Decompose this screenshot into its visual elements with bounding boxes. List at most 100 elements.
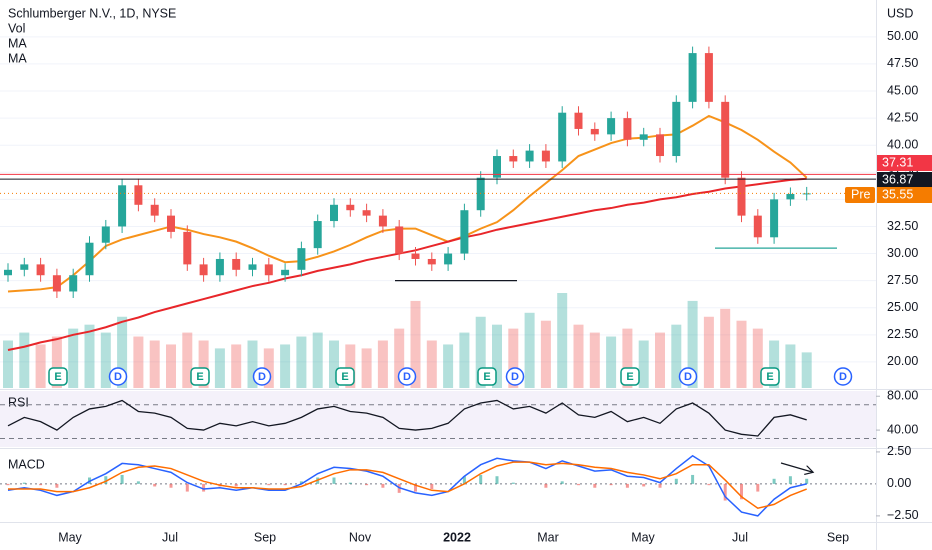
candle-body bbox=[232, 258, 241, 270]
price-label: 35.55 bbox=[882, 187, 913, 201]
rsi-line bbox=[7, 399, 807, 437]
candle-body bbox=[134, 185, 143, 205]
candle-body bbox=[541, 150, 550, 162]
candle-body bbox=[313, 221, 322, 249]
x-tick-label: Nov bbox=[349, 530, 372, 544]
volume-bar bbox=[801, 352, 812, 388]
macd-histogram-bar bbox=[365, 483, 369, 486]
earnings-marker bbox=[190, 367, 210, 386]
volume-bar bbox=[182, 332, 193, 388]
y-tick-label: 42.50 bbox=[887, 110, 918, 124]
candle-body bbox=[362, 210, 371, 216]
volume-bar bbox=[769, 340, 780, 388]
volume-bar bbox=[361, 348, 372, 388]
macd-histogram-bar bbox=[430, 483, 434, 490]
candle-body bbox=[427, 258, 436, 265]
macd-label: MACD bbox=[8, 457, 45, 471]
candle-body bbox=[248, 264, 257, 270]
legend-item: MA bbox=[8, 36, 27, 50]
macd-histogram-bar bbox=[202, 483, 206, 492]
macd-histogram-bar bbox=[153, 483, 157, 487]
macd-histogram-bar bbox=[104, 476, 108, 484]
macd-histogram-bar bbox=[299, 481, 303, 484]
volume-bar bbox=[133, 336, 144, 388]
event-label: E bbox=[196, 371, 203, 383]
macd-histogram-bar bbox=[55, 483, 59, 488]
volume-bar bbox=[410, 300, 421, 388]
volume-bar bbox=[752, 328, 763, 388]
volume-bar bbox=[247, 340, 258, 388]
volume-bar bbox=[508, 328, 519, 388]
candle-body bbox=[656, 134, 664, 157]
candle-body bbox=[802, 193, 811, 195]
macd-histogram-bar bbox=[479, 474, 483, 484]
candle-body bbox=[281, 269, 290, 276]
y-tick-label: 45.00 bbox=[887, 83, 918, 97]
event-label: D bbox=[511, 371, 519, 383]
x-tick-label: Jul bbox=[162, 530, 178, 544]
price-label: 37.31 bbox=[882, 155, 913, 169]
candle-body bbox=[623, 118, 632, 140]
volume-bar bbox=[263, 348, 274, 388]
volume-bar bbox=[655, 332, 665, 388]
volume-bar bbox=[638, 340, 649, 388]
candle-body bbox=[36, 264, 45, 276]
candle-body bbox=[183, 231, 192, 265]
macd-histogram-bar bbox=[560, 481, 564, 484]
volume-bar bbox=[19, 332, 30, 388]
event-label: E bbox=[766, 371, 773, 383]
macd-histogram-bar bbox=[414, 483, 417, 492]
price-label: 36.87 bbox=[882, 172, 913, 186]
macd-histogram-bar bbox=[381, 483, 385, 488]
volume-bar bbox=[475, 316, 486, 388]
volume-bar bbox=[394, 328, 405, 388]
candle-body bbox=[69, 275, 78, 292]
macd-histogram-bar bbox=[283, 483, 287, 486]
macd-histogram-bar bbox=[348, 482, 352, 484]
y-tick-label: 30.00 bbox=[887, 246, 918, 260]
dividend-marker bbox=[505, 367, 525, 386]
macd-line bbox=[7, 454, 807, 517]
candle-body bbox=[704, 53, 713, 102]
candle-body bbox=[150, 204, 159, 216]
dividend-marker bbox=[833, 367, 853, 386]
volume-bar bbox=[459, 332, 470, 388]
macd-histogram-bar bbox=[234, 483, 238, 487]
candle-body bbox=[199, 264, 208, 276]
macd-histogram-bar bbox=[511, 482, 515, 484]
annotation-arrow bbox=[780, 462, 812, 472]
candle-body bbox=[607, 118, 616, 135]
rsi-band-bg bbox=[0, 391, 876, 447]
earnings-marker bbox=[620, 367, 640, 386]
y-tick-label: 32.50 bbox=[887, 219, 918, 233]
volume-bar bbox=[606, 336, 617, 388]
macd-histogram-bar bbox=[136, 481, 140, 484]
macd-histogram-bar bbox=[6, 483, 10, 486]
candle-body bbox=[395, 226, 404, 254]
macd-histogram-bar bbox=[772, 478, 776, 484]
macd-histogram-bar bbox=[658, 483, 662, 488]
event-label: E bbox=[483, 371, 490, 383]
macd-histogram-bar bbox=[707, 483, 711, 486]
macd-histogram-bar bbox=[642, 483, 646, 487]
earnings-marker bbox=[335, 367, 355, 386]
candle-body bbox=[297, 248, 306, 270]
macd-histogram-bar bbox=[577, 483, 580, 486]
candle-body bbox=[444, 253, 453, 265]
rsi-tick-label: 80.00 bbox=[887, 389, 918, 403]
price-label-bg bbox=[877, 172, 932, 188]
x-tick-label: Mar bbox=[537, 530, 559, 544]
x-tick-label: Sep bbox=[254, 530, 276, 544]
candle-body bbox=[721, 101, 730, 178]
candle-body bbox=[476, 177, 485, 211]
price-label-bg bbox=[877, 155, 932, 171]
volume-bar bbox=[720, 308, 731, 388]
volume-bar bbox=[84, 324, 95, 388]
volume-bar bbox=[198, 340, 209, 388]
macd-histogram-bar bbox=[185, 483, 189, 492]
rsi-label: RSI bbox=[8, 395, 29, 409]
candle-body bbox=[101, 226, 110, 243]
y-tick-label: 27.50 bbox=[887, 273, 918, 287]
candle-body bbox=[264, 264, 273, 276]
